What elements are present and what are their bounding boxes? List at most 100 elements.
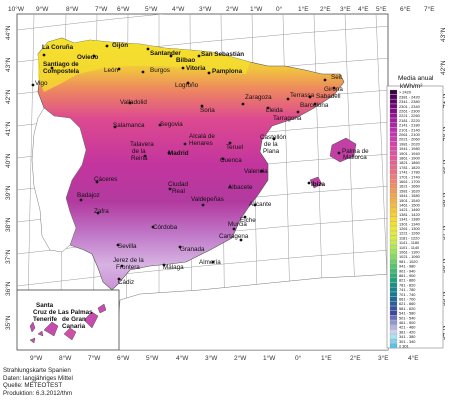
city-dot [151, 225, 155, 229]
legend-label: 621 - 660 [399, 301, 416, 306]
city-dot [117, 277, 121, 281]
legend-swatch [389, 320, 398, 325]
legend-label: 1381 - 1420 [399, 212, 421, 217]
city-dot [50, 66, 54, 70]
city-dot [323, 78, 327, 82]
lanzarote-island [97, 303, 107, 314]
lon-label: 3°W [205, 354, 218, 362]
legend-label: 1621 - 1660 [399, 184, 421, 189]
gran-canaria-island [63, 327, 77, 341]
city-label: Madrid [168, 150, 189, 157]
legend-swatch [389, 127, 398, 132]
city-label: Vigo [35, 80, 48, 87]
lon-label: 2°E [320, 5, 331, 13]
lat-label: 37°N [4, 249, 12, 264]
city-dot [272, 137, 276, 141]
lon-label: 7°W [88, 354, 101, 362]
legend-swatch [389, 254, 398, 259]
fuerteventura-island [83, 311, 99, 329]
legend-label: 501 - 540 [399, 315, 416, 320]
city-label: Zaragoza [245, 94, 272, 101]
footer-title: Strahlungskarte Spanien [3, 367, 71, 374]
lon-label: 1°W [250, 5, 263, 13]
legend-swatch [389, 188, 398, 194]
legend-label: 381 - 420 [399, 329, 416, 334]
legend-swatch [389, 292, 398, 297]
city-label: Cartagena [219, 233, 249, 240]
legend-swatch [389, 315, 398, 321]
city-label: Castellón [260, 134, 287, 141]
legend-swatch [389, 287, 398, 292]
legend-swatch [389, 136, 398, 142]
city-label: Pamplona [212, 68, 243, 75]
legend-swatch [389, 169, 398, 175]
city-dot [181, 66, 185, 70]
city-label: Soria [200, 107, 215, 114]
lon-labels-top: 10°W 9°W 8°W 7°W 6°W 5°W 4°W 3°W 2°W 1°W… [8, 5, 435, 13]
legend-label: 901 - 940 [399, 268, 416, 273]
ibiza-island [309, 176, 323, 189]
inset-label: Las Palmas [58, 309, 93, 316]
legend-label: 2021 - 2060 [399, 137, 421, 142]
city-markers [31, 44, 341, 281]
legend-label: 1901 - 1940 [399, 151, 421, 156]
city-label: Sevilla [118, 243, 137, 250]
legend-label: 1301 - 1340 [399, 221, 421, 226]
legend-swatch [389, 235, 398, 241]
legend-swatch [389, 245, 398, 250]
city-dot [260, 169, 264, 173]
legend-swatch [389, 99, 398, 104]
city-dot [332, 86, 336, 90]
city-dot [105, 44, 109, 48]
city-label: Lleida [266, 107, 283, 114]
inset-label: Cruz de [33, 309, 57, 316]
legend-label: 1821 - 1860 [399, 160, 421, 165]
lat-label: 40°N [4, 153, 12, 168]
legend-swatch [389, 259, 398, 264]
city-label: Oviedo [77, 54, 98, 61]
lat-label: 38°N [4, 217, 12, 232]
city-label: de la [264, 141, 278, 148]
legend-label: 781 - 820 [399, 282, 416, 287]
lon-label: 1°W [263, 354, 276, 362]
city-dot [186, 81, 190, 85]
legend-swatch [389, 301, 398, 306]
city-dot [116, 243, 120, 247]
lon-label: 0° [276, 5, 283, 13]
lon-label: 3°E [378, 354, 389, 362]
city-label: Zafra [94, 208, 109, 215]
lon-label: 6°W [117, 5, 130, 13]
city-dot [308, 95, 312, 99]
legend-swatch [389, 310, 398, 316]
city-label: Badajoz [77, 192, 100, 199]
north-africa-coast [115, 273, 388, 350]
legend-label: 2141 - 2180 [399, 123, 421, 128]
legend-label: 421 - 460 [399, 325, 416, 330]
lon-label: 4°E [358, 5, 369, 13]
inset-label: de Gran [62, 316, 86, 323]
legend-label: 1581 - 1620 [399, 188, 421, 193]
legend-label: 1141 - 1180 [399, 240, 420, 245]
legend-label: > 2420 [399, 90, 412, 95]
legend-swatch [389, 268, 398, 274]
city-label: Logroño [175, 82, 199, 89]
legend-label: 821 - 860 [399, 278, 416, 283]
city-dot [221, 157, 225, 161]
city-dot [286, 97, 290, 101]
footer-data: Daten: langjähriges Mittel [3, 374, 73, 382]
city-dot [228, 141, 232, 145]
city-dot [141, 70, 145, 74]
legend-swatch [389, 183, 398, 189]
portugal [31, 107, 87, 253]
legend-label: 1941 - 1980 [399, 146, 421, 151]
legend-label: 1181 - 1220 [399, 235, 420, 240]
lon-label: 3°W [199, 5, 212, 13]
tenerife-island [43, 321, 59, 337]
legend-swatch [389, 122, 398, 128]
lon-label: 5°E [376, 5, 387, 13]
legend-swatch [389, 103, 398, 109]
city-dot [178, 245, 182, 249]
city-dot [96, 211, 100, 215]
city-label: Santander [150, 50, 181, 57]
city-dot [146, 47, 150, 51]
